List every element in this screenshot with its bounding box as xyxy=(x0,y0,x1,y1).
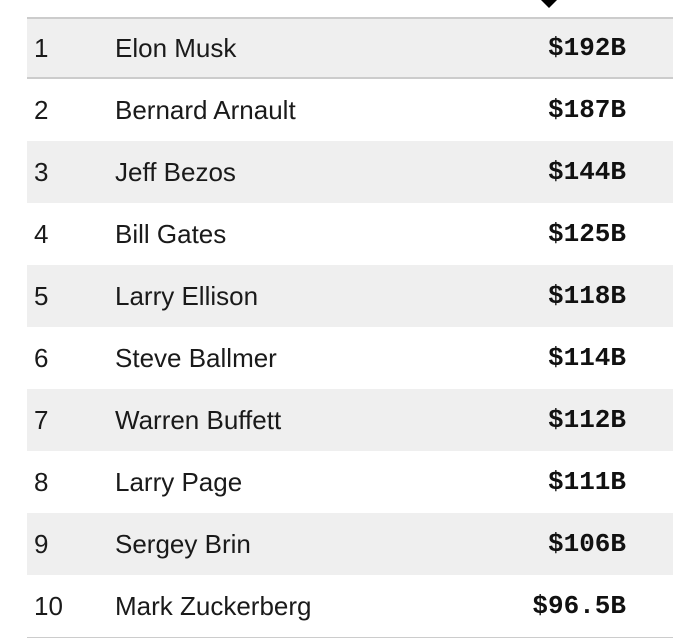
rank-cell: 3 xyxy=(34,156,49,187)
net-worth-cell: $96.5B xyxy=(532,591,626,621)
name-cell: Bill Gates xyxy=(115,218,227,249)
rankings-table: 1 Elon Musk $192B 2 Bernard Arnault $187… xyxy=(27,17,673,638)
rank-cell: 8 xyxy=(34,466,49,497)
rank-cell: 1 xyxy=(34,32,49,63)
rank-cell: 4 xyxy=(34,218,49,249)
rank-cell: 5 xyxy=(34,280,49,311)
table-row[interactable]: 10 Mark Zuckerberg $96.5B xyxy=(27,575,673,638)
name-cell: Warren Buffett xyxy=(115,404,282,435)
sort-descending-icon[interactable] xyxy=(541,0,557,8)
table-row[interactable]: 9 Sergey Brin $106B xyxy=(27,513,673,575)
name-cell: Jeff Bezos xyxy=(115,156,236,187)
name-cell: Elon Musk xyxy=(115,32,237,63)
rank-cell: 2 xyxy=(34,94,49,125)
table-row[interactable]: 4 Bill Gates $125B xyxy=(27,203,673,265)
net-worth-cell: $144B xyxy=(547,157,626,187)
net-worth-cell: $112B xyxy=(547,405,626,435)
rank-cell: 7 xyxy=(34,404,49,435)
table-row[interactable]: 1 Elon Musk $192B xyxy=(27,19,673,79)
name-cell: Bernard Arnault xyxy=(115,94,296,125)
net-worth-cell: $187B xyxy=(547,95,626,125)
net-worth-cell: $106B xyxy=(547,529,626,559)
net-worth-cell: $114B xyxy=(547,343,626,373)
net-worth-cell: $192B xyxy=(547,33,626,63)
table-row[interactable]: 8 Larry Page $111B xyxy=(27,451,673,513)
rank-cell: 6 xyxy=(34,342,49,373)
net-worth-cell: $125B xyxy=(547,219,626,249)
rank-cell: 9 xyxy=(34,528,49,559)
name-cell: Larry Ellison xyxy=(115,280,259,311)
table-row[interactable]: 2 Bernard Arnault $187B xyxy=(27,79,673,141)
table-row[interactable]: 6 Steve Ballmer $114B xyxy=(27,327,673,389)
name-cell: Mark Zuckerberg xyxy=(115,590,312,621)
name-cell: Steve Ballmer xyxy=(115,342,277,373)
table-row[interactable]: 3 Jeff Bezos $144B xyxy=(27,141,673,203)
net-worth-cell: $111B xyxy=(547,467,626,497)
name-cell: Sergey Brin xyxy=(115,528,251,559)
table-row[interactable]: 5 Larry Ellison $118B xyxy=(27,265,673,327)
name-cell: Larry Page xyxy=(115,466,243,497)
rank-cell: 10 xyxy=(34,590,63,621)
table-row[interactable]: 7 Warren Buffett $112B xyxy=(27,389,673,451)
net-worth-cell: $118B xyxy=(547,281,626,311)
